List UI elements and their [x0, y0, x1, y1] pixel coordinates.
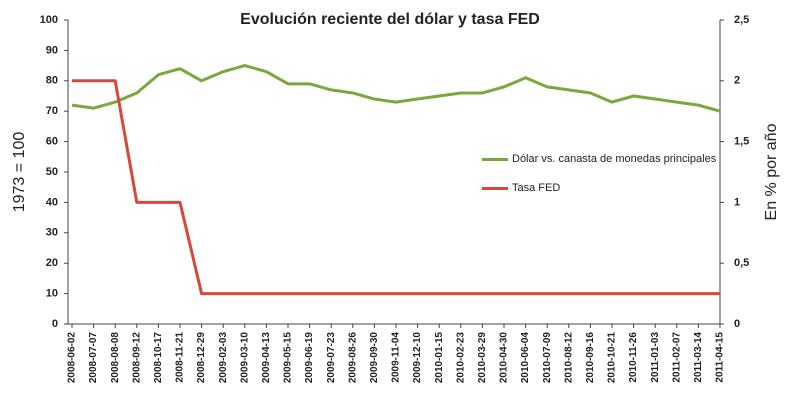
legend-swatch: [482, 158, 508, 161]
legend: Dólar vs. canasta de monedas principales…: [482, 152, 722, 210]
y2-tick-label: 2,5: [734, 14, 749, 26]
y-tick-label: 60: [46, 136, 58, 148]
x-tick-label: 2010-07-09: [542, 332, 553, 384]
x-tick-label: 2010-08-12: [563, 332, 574, 384]
y2-tick-label: 2: [734, 75, 740, 87]
y-axis-label: 1973 = 100: [11, 132, 28, 213]
x-tick-label: 2009-02-03: [218, 332, 229, 384]
legend-item: Tasa FED: [482, 181, 722, 196]
y-tick-label: 10: [46, 288, 58, 300]
x-tick-label: 2010-03-29: [477, 332, 488, 384]
y-tick-label: 40: [46, 196, 58, 208]
x-tick-label: 2010-06-04: [520, 332, 531, 384]
y-tick-label: 80: [46, 75, 58, 87]
x-tick-label: 2008-07-07: [88, 332, 99, 384]
y2-tick-label: 1: [734, 196, 740, 208]
y2-tick-label: 0,5: [734, 257, 749, 269]
x-tick-label: 2009-03-10: [239, 332, 250, 384]
y-tick-label: 50: [46, 166, 58, 178]
x-tick-label: 2008-08-08: [110, 332, 121, 384]
x-tick-label: 2008-12-29: [196, 332, 207, 384]
x-tick-label: 2010-02-23: [455, 332, 466, 384]
series-line: [71, 64, 721, 113]
legend-item: Dólar vs. canasta de monedas principales: [482, 152, 722, 167]
x-tick-label: 2009-08-26: [347, 332, 358, 384]
legend-label: Dólar vs. canasta de monedas principales: [512, 153, 717, 165]
y-tick-label: 30: [46, 227, 58, 239]
series-line: [72, 79, 720, 296]
y2-tick-label: 1,5: [734, 136, 749, 148]
y2-axis-label: En % por año: [763, 123, 780, 220]
y-tick-label: 70: [46, 105, 58, 117]
x-tick-label: 2011-03-14: [693, 332, 704, 383]
x-tick-label: 2009-09-30: [369, 332, 380, 384]
x-tick-label: 2008-06-02: [67, 332, 78, 384]
chart-title: Evolución reciente del dólar y tasa FED: [240, 11, 540, 28]
x-tick-label: 2009-06-19: [304, 332, 315, 384]
y-tick-label: 0: [52, 318, 58, 330]
x-tick-label: 2008-09-12: [131, 332, 142, 384]
x-tick-label: 2009-07-23: [326, 332, 337, 384]
x-tick-label: 2010-01-15: [434, 332, 445, 384]
x-tick-label: 2011-04-15: [715, 332, 726, 383]
x-tick-label: 2009-04-13: [261, 332, 272, 384]
x-tick-label: 2010-09-16: [585, 332, 596, 384]
x-tick-label: 2008-10-17: [153, 332, 164, 384]
y-tick-label: 100: [40, 14, 58, 26]
y-tick-label: 20: [46, 257, 58, 269]
legend-label: Tasa FED: [512, 182, 561, 194]
y-tick-label: 90: [46, 44, 58, 56]
x-tick-label: 2009-11-04: [391, 332, 402, 383]
legend-swatch: [482, 187, 508, 190]
x-tick-label: 2009-12-10: [412, 332, 423, 384]
x-tick-label: 2010-10-21: [607, 332, 618, 384]
x-tick-label: 2010-04-30: [499, 332, 510, 384]
x-tick-label: 2009-05-15: [283, 332, 294, 384]
x-tick-label: 2008-11-21: [175, 332, 186, 383]
x-tick-label: 2011-01-03: [650, 332, 661, 383]
y2-tick-label: 0: [734, 318, 740, 330]
x-tick-label: 2010-11-26: [628, 332, 639, 383]
x-tick-label: 2011-02-07: [671, 332, 682, 383]
